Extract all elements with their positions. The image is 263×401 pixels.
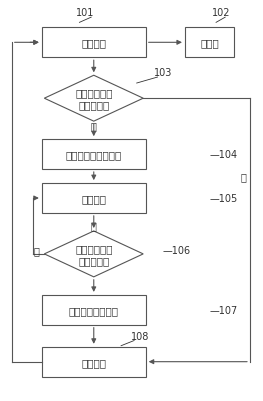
Text: 数据库: 数据库 — [200, 38, 219, 48]
Text: 103: 103 — [154, 68, 172, 78]
Text: 是: 是 — [91, 121, 97, 131]
Text: 参数采集: 参数采集 — [81, 38, 106, 48]
FancyBboxPatch shape — [185, 28, 234, 58]
FancyBboxPatch shape — [42, 184, 146, 213]
Text: —104: —104 — [210, 150, 238, 160]
Text: 瓦斯浓度是否
高于上阈値: 瓦斯浓度是否 高于上阈値 — [75, 243, 113, 265]
Text: 是: 是 — [91, 220, 97, 230]
FancyBboxPatch shape — [42, 347, 146, 377]
Polygon shape — [44, 231, 143, 277]
Text: 瓦斯浓度是否
低于下阈値: 瓦斯浓度是否 低于下阈値 — [75, 88, 113, 110]
Text: 108: 108 — [132, 331, 150, 341]
Text: 发出停止注液指令: 发出停止注液指令 — [69, 305, 119, 315]
FancyBboxPatch shape — [42, 28, 146, 58]
Text: 否: 否 — [240, 172, 246, 182]
FancyBboxPatch shape — [42, 295, 146, 325]
Text: 否: 否 — [34, 245, 39, 255]
Text: —105: —105 — [210, 194, 238, 203]
Text: 发出启动注液泵指令: 发出启动注液泵指令 — [66, 150, 122, 160]
Text: 102: 102 — [212, 8, 231, 18]
FancyBboxPatch shape — [42, 140, 146, 170]
Text: 101: 101 — [75, 8, 94, 18]
Text: 停止注液: 停止注液 — [81, 357, 106, 367]
Text: —107: —107 — [210, 305, 238, 315]
Text: —106: —106 — [163, 245, 191, 255]
Text: 开始注液: 开始注液 — [81, 194, 106, 203]
Polygon shape — [44, 76, 143, 122]
